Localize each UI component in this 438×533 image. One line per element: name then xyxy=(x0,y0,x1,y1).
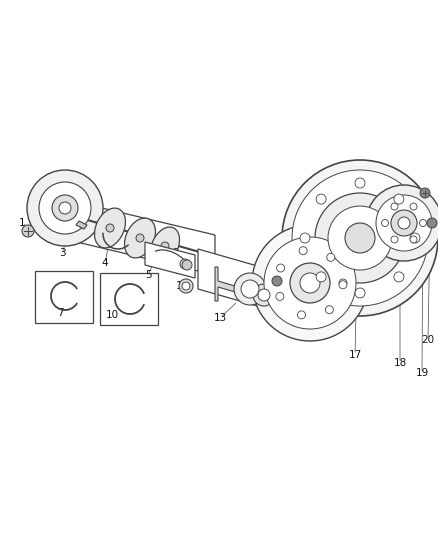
Circle shape xyxy=(316,272,326,282)
Ellipse shape xyxy=(124,218,155,258)
Circle shape xyxy=(339,279,347,287)
Circle shape xyxy=(420,188,430,198)
Circle shape xyxy=(241,280,259,298)
Text: 20: 20 xyxy=(421,335,434,345)
Circle shape xyxy=(300,273,320,293)
Circle shape xyxy=(391,210,417,236)
Text: 4: 4 xyxy=(102,258,108,268)
Circle shape xyxy=(272,276,282,286)
Text: 14: 14 xyxy=(248,290,261,300)
Circle shape xyxy=(253,284,275,306)
Circle shape xyxy=(391,203,398,210)
Circle shape xyxy=(410,203,417,210)
Circle shape xyxy=(315,193,405,283)
Circle shape xyxy=(39,182,91,234)
Circle shape xyxy=(106,224,114,232)
Circle shape xyxy=(182,282,190,290)
Circle shape xyxy=(420,220,427,227)
Text: 3: 3 xyxy=(59,248,65,258)
Circle shape xyxy=(161,242,169,250)
Circle shape xyxy=(410,236,417,243)
Text: 6: 6 xyxy=(172,248,178,258)
Circle shape xyxy=(339,281,347,289)
Circle shape xyxy=(52,195,78,221)
Text: 13: 13 xyxy=(213,313,226,323)
Ellipse shape xyxy=(95,208,125,248)
Circle shape xyxy=(179,279,193,293)
Polygon shape xyxy=(198,249,275,311)
Circle shape xyxy=(391,236,398,243)
Circle shape xyxy=(234,273,266,305)
Text: 15: 15 xyxy=(272,276,285,286)
Circle shape xyxy=(381,220,389,227)
Text: 16: 16 xyxy=(291,318,304,328)
Circle shape xyxy=(136,234,144,242)
Text: 10: 10 xyxy=(106,310,119,320)
Circle shape xyxy=(22,225,34,237)
Bar xyxy=(100,273,158,325)
Circle shape xyxy=(394,194,404,204)
Circle shape xyxy=(297,311,305,319)
Circle shape xyxy=(345,223,375,253)
Circle shape xyxy=(327,253,335,261)
Circle shape xyxy=(394,272,404,282)
Text: 7: 7 xyxy=(57,308,64,318)
Circle shape xyxy=(355,288,365,298)
Circle shape xyxy=(276,264,285,272)
Circle shape xyxy=(328,206,392,270)
Circle shape xyxy=(325,306,333,314)
Circle shape xyxy=(427,218,437,228)
Polygon shape xyxy=(60,198,215,275)
Circle shape xyxy=(398,217,410,229)
Polygon shape xyxy=(215,267,255,301)
Text: 17: 17 xyxy=(348,350,362,360)
Circle shape xyxy=(316,194,326,204)
Circle shape xyxy=(300,233,310,243)
Circle shape xyxy=(410,233,420,243)
Circle shape xyxy=(59,202,71,214)
Circle shape xyxy=(182,260,192,270)
Text: 12: 12 xyxy=(175,260,189,270)
Circle shape xyxy=(282,160,438,316)
Circle shape xyxy=(276,293,284,301)
Polygon shape xyxy=(76,221,87,229)
Circle shape xyxy=(252,225,368,341)
Circle shape xyxy=(27,170,103,246)
Circle shape xyxy=(292,170,428,306)
Text: 11: 11 xyxy=(175,281,189,291)
Circle shape xyxy=(376,195,432,251)
Polygon shape xyxy=(145,242,195,278)
Text: 1: 1 xyxy=(19,218,25,228)
Ellipse shape xyxy=(151,227,180,265)
Text: 2: 2 xyxy=(45,193,51,203)
Circle shape xyxy=(258,289,270,301)
Bar xyxy=(35,271,93,323)
Circle shape xyxy=(366,185,438,261)
Text: 5: 5 xyxy=(145,270,151,280)
Text: 18: 18 xyxy=(393,358,406,368)
Circle shape xyxy=(355,178,365,188)
Text: 19: 19 xyxy=(415,368,429,378)
Circle shape xyxy=(180,259,190,269)
Circle shape xyxy=(290,263,330,303)
Circle shape xyxy=(264,237,356,329)
Circle shape xyxy=(299,247,307,255)
